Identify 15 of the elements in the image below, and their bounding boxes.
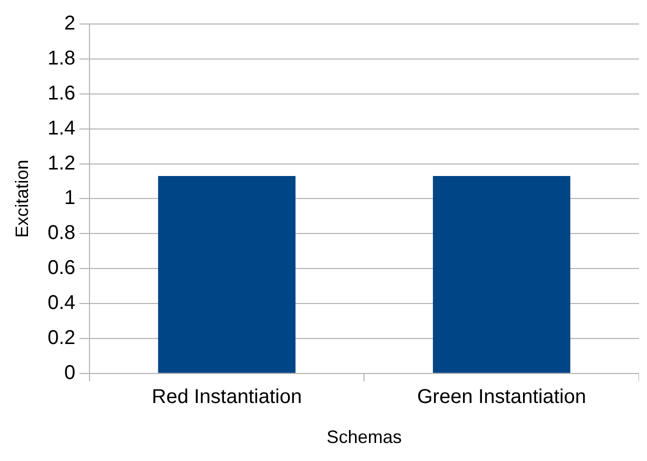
y-tick-label: 1.2: [48, 152, 76, 174]
y-tick-label: 1.4: [48, 117, 76, 140]
y-tick-label: 1.8: [48, 47, 76, 70]
x-tick-label: Green Instantiation: [417, 386, 586, 408]
y-tick-label: 0.8: [48, 222, 76, 244]
y-tick-label: 0.6: [48, 257, 76, 280]
y-axis-title: Excitation: [12, 160, 32, 238]
x-tick-label: Red Instantiation: [152, 386, 302, 408]
y-tick-label: 1.6: [48, 82, 76, 104]
y-tick-label: 1: [64, 187, 76, 210]
y-tick-label: 0.2: [48, 326, 76, 349]
y-tick-label: 0.4: [48, 292, 76, 314]
y-tick-label: 0: [64, 362, 76, 384]
y-tick-label: 2: [64, 12, 76, 35]
x-axis-title: Schemas: [326, 427, 402, 448]
